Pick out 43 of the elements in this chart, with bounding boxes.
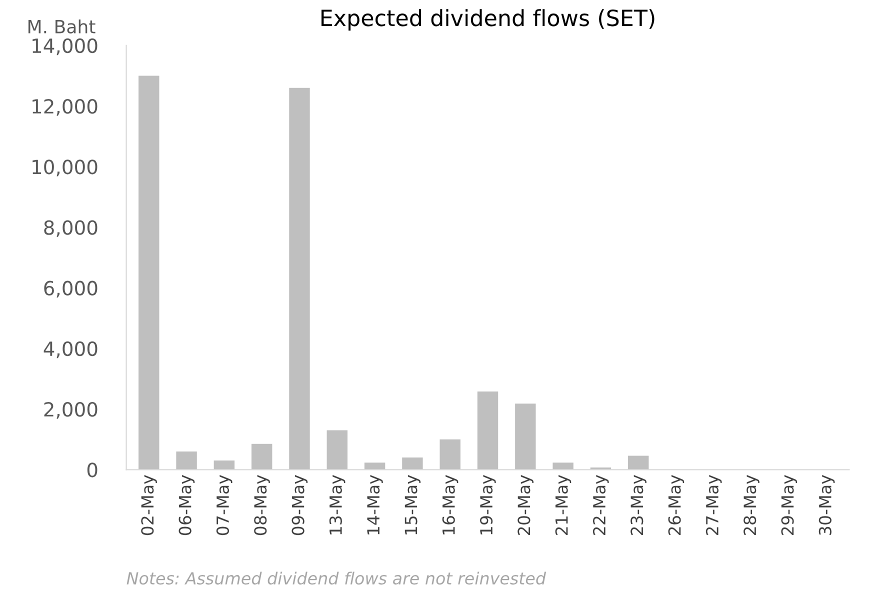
x-tick-label: 29-May bbox=[781, 475, 798, 535]
x-tick-label: 26-May bbox=[668, 475, 684, 535]
bar bbox=[477, 391, 498, 470]
text: Notes: Assumed dividend flows are not reinvested bbox=[126, 572, 546, 585]
x-tick-label: 22-May bbox=[592, 475, 609, 535]
chart-title: Expected dividend flows (SET) bbox=[322, 9, 654, 31]
x-tick-label: 14-May bbox=[367, 475, 383, 534]
x-tick-label: 23-May bbox=[630, 475, 646, 535]
y-axis-title: M. Baht bbox=[28, 19, 96, 34]
bar bbox=[289, 88, 310, 470]
y-tick-label: 4,000 bbox=[44, 341, 98, 358]
x-tick-label: 08-May bbox=[254, 475, 270, 536]
x-tick-label: 21-May bbox=[555, 475, 572, 535]
y-tick-label: 8,000 bbox=[44, 220, 98, 237]
y-tick-label: 12,000 bbox=[32, 99, 98, 116]
x-tick-label: 06-May bbox=[178, 475, 195, 536]
y-tick-label: 0 bbox=[87, 462, 98, 478]
bar bbox=[214, 460, 235, 470]
bar bbox=[326, 430, 348, 470]
bar bbox=[138, 76, 160, 470]
y-tick-label: 14,000 bbox=[32, 38, 98, 56]
y-tick-label: 10,000 bbox=[32, 160, 98, 176]
x-tick-label: 13-May bbox=[329, 475, 346, 534]
bar bbox=[402, 458, 423, 470]
y-tick-label: 2,000 bbox=[44, 402, 98, 419]
bar bbox=[552, 462, 574, 470]
bar bbox=[364, 462, 386, 470]
x-tick-label: 20-May bbox=[518, 475, 534, 535]
bar bbox=[251, 444, 272, 470]
x-tick-label: 30-May bbox=[818, 475, 835, 535]
bar bbox=[515, 404, 536, 470]
x-tick-label: 09-May bbox=[292, 475, 308, 536]
bar bbox=[440, 439, 460, 470]
x-tick-label: 02-May bbox=[141, 475, 157, 536]
x-tick-label: 19-May bbox=[480, 475, 496, 534]
x-tick-label: 15-May bbox=[404, 475, 421, 534]
x-tick-label: 28-May bbox=[744, 475, 760, 535]
x-tick-label: 27-May bbox=[706, 475, 722, 535]
x-tick-label: 07-May bbox=[216, 475, 232, 536]
bar bbox=[176, 451, 197, 470]
y-tick-label: 6,000 bbox=[44, 280, 98, 298]
x-tick-label: 16-May bbox=[442, 475, 458, 534]
bar bbox=[628, 456, 649, 470]
